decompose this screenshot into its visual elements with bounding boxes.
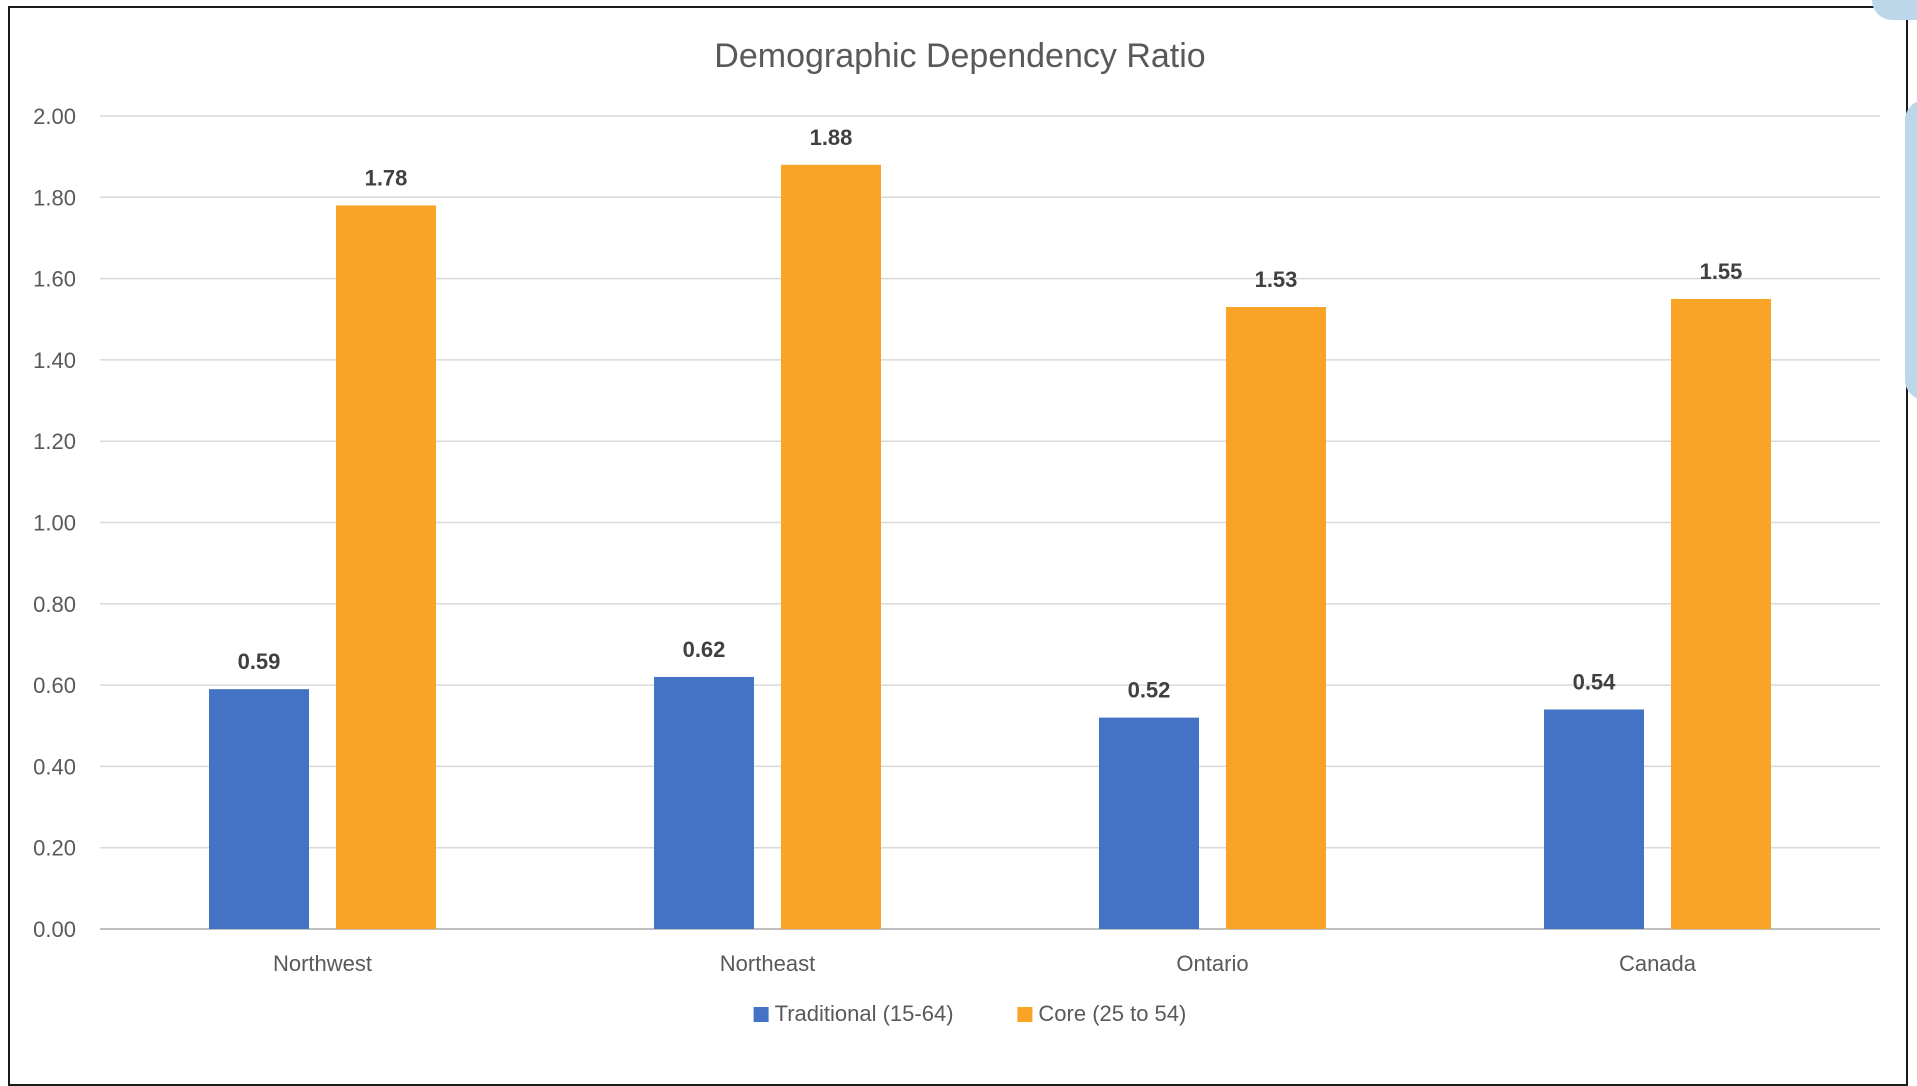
data-label: 0.62 — [683, 637, 726, 662]
y-tick-label: 1.80 — [33, 185, 76, 210]
legend: Traditional (15-64) Core (25 to 54) — [753, 1001, 1186, 1026]
bar — [781, 164, 881, 929]
x-category-label: Ontario — [1176, 951, 1248, 976]
bar — [1671, 298, 1771, 929]
legend-swatch — [1017, 1007, 1033, 1022]
x-category-label: Canada — [1619, 951, 1697, 976]
data-label: 1.53 — [1255, 267, 1298, 292]
bar — [654, 676, 754, 929]
legend-label: Core (25 to 54) — [1038, 1001, 1186, 1026]
y-tick-label: 0.80 — [33, 592, 76, 617]
y-tick-label: 1.60 — [33, 267, 76, 292]
bar — [1226, 307, 1326, 929]
bars — [209, 164, 1771, 929]
y-tick-label: 0.20 — [33, 836, 76, 861]
bar-chart: Demographic Dependency Ratio 0.00 0.20 0.4… — [33, 37, 1880, 1026]
y-tick-label: 1.20 — [33, 429, 76, 454]
bar — [1099, 717, 1199, 929]
y-axis-ticks: 0.00 0.20 0.40 0.60 0.80 1.00 1.20 1.40 1.60 1.80… — [33, 104, 76, 942]
x-category-label: Northwest — [273, 951, 372, 976]
x-axis-categories: Northwest Northeast Ontario Canada — [273, 951, 1697, 976]
x-category-label: Northeast — [720, 951, 815, 976]
bar — [336, 205, 436, 929]
data-label: 1.78 — [365, 165, 408, 190]
edge-decoration — [1905, 100, 1917, 400]
data-labels: 0.59 1.78 0.62 1.88 0.52 1.53 0.54 1.55 — [238, 125, 1743, 703]
legend-swatch — [753, 1007, 769, 1022]
data-label: 0.59 — [238, 649, 281, 674]
data-label: 0.52 — [1128, 678, 1171, 703]
y-tick-label: 0.00 — [33, 917, 76, 942]
data-label: 1.55 — [1700, 259, 1743, 284]
chart-title: Demographic Dependency Ratio — [714, 37, 1205, 75]
y-tick-label: 0.60 — [33, 673, 76, 698]
legend-label: Traditional (15-64) — [775, 1001, 954, 1026]
y-tick-label: 1.00 — [33, 511, 76, 536]
y-tick-label: 2.00 — [33, 104, 76, 129]
bar — [209, 689, 309, 929]
corner-decoration — [1872, 0, 1917, 20]
bar — [1544, 709, 1644, 929]
y-tick-label: 0.40 — [33, 754, 76, 779]
y-tick-label: 1.40 — [33, 348, 76, 373]
data-label: 1.88 — [810, 125, 853, 150]
data-label: 0.54 — [1573, 669, 1617, 694]
